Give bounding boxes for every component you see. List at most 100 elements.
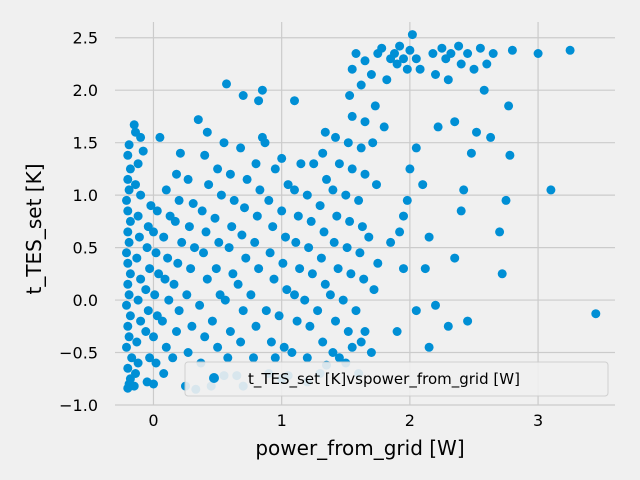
data-point (268, 222, 278, 232)
data-point (136, 190, 146, 200)
data-point (377, 43, 387, 53)
data-point (161, 342, 171, 352)
data-point (369, 285, 379, 295)
data-point (173, 258, 183, 268)
data-point (266, 337, 276, 347)
data-point (143, 306, 153, 316)
data-point (142, 243, 152, 253)
data-point (199, 248, 208, 258)
data-point (251, 159, 261, 169)
data-point (328, 185, 338, 195)
data-point (356, 80, 366, 90)
data-point (399, 264, 408, 274)
data-point (124, 290, 134, 300)
data-point (504, 101, 514, 111)
data-point (169, 279, 179, 289)
data-point (227, 222, 237, 232)
legend-marker (209, 373, 219, 383)
data-point (220, 295, 230, 305)
data-point (366, 70, 376, 79)
data-point (127, 353, 137, 363)
data-point (184, 222, 194, 232)
data-point (360, 327, 370, 336)
data-point (149, 379, 158, 389)
data-point (225, 327, 235, 336)
data-point (354, 195, 364, 205)
data-point (315, 201, 325, 211)
data-point (174, 195, 184, 205)
data-point (177, 237, 187, 247)
data-point (122, 342, 131, 352)
data-point (328, 348, 338, 357)
data-point (334, 353, 344, 363)
data-point (399, 211, 408, 221)
data-point (364, 232, 374, 242)
data-point (342, 243, 352, 253)
data-point (187, 321, 197, 331)
data-point (141, 327, 151, 336)
data-point (431, 300, 440, 310)
data-point (264, 195, 274, 205)
y-axis-label: t_TES_set [K] (22, 163, 46, 294)
y-tick-label: 2.0 (73, 81, 98, 100)
data-point (123, 227, 133, 237)
data-point (225, 169, 235, 179)
data-point (463, 49, 473, 58)
data-point (229, 195, 239, 205)
data-point (174, 306, 184, 316)
data-point (124, 185, 134, 195)
y-tick-label: 0.0 (73, 291, 98, 310)
data-point (124, 140, 134, 150)
data-point (201, 227, 211, 237)
data-point (257, 85, 267, 95)
data-point (399, 54, 408, 64)
data-point (332, 211, 342, 221)
data-point (307, 269, 317, 279)
x-tick-label: 0 (148, 411, 158, 430)
data-point (309, 159, 319, 169)
data-point (163, 253, 173, 263)
data-point (125, 269, 135, 279)
data-point (386, 237, 396, 247)
data-point (366, 348, 376, 357)
data-point (270, 353, 280, 363)
data-point (132, 337, 142, 347)
y-tick-labels: −1.0 −0.5 0.0 0.5 1.0 1.5 2.0 2.5 (59, 29, 98, 415)
data-point (188, 199, 198, 208)
x-tick-label: 2 (405, 411, 415, 430)
data-point (341, 190, 351, 200)
data-point (274, 311, 284, 321)
data-point (407, 30, 417, 40)
data-point (211, 264, 221, 274)
data-point (296, 159, 306, 169)
data-point (125, 164, 135, 174)
data-point (565, 45, 575, 55)
data-point (329, 237, 339, 247)
data-point (124, 332, 134, 342)
data-point (251, 321, 261, 331)
data-point (122, 195, 131, 205)
data-point (320, 127, 330, 137)
data-point (202, 127, 212, 137)
data-point (479, 85, 489, 95)
data-point (154, 269, 164, 279)
x-axis-label: power_from_grid [W] (255, 436, 464, 460)
data-point (282, 285, 292, 295)
data-point (325, 290, 335, 300)
data-point (370, 101, 380, 111)
data-point (360, 56, 370, 66)
data-point (136, 132, 146, 142)
data-point (497, 269, 507, 279)
data-point (228, 269, 238, 279)
data-point (182, 290, 192, 300)
data-point (395, 41, 405, 51)
data-point (210, 213, 220, 223)
data-point (252, 211, 262, 221)
data-point (482, 59, 492, 69)
data-point (347, 342, 357, 352)
data-point (133, 159, 143, 169)
data-point (146, 201, 156, 211)
data-point (281, 232, 290, 242)
data-point (125, 216, 135, 226)
